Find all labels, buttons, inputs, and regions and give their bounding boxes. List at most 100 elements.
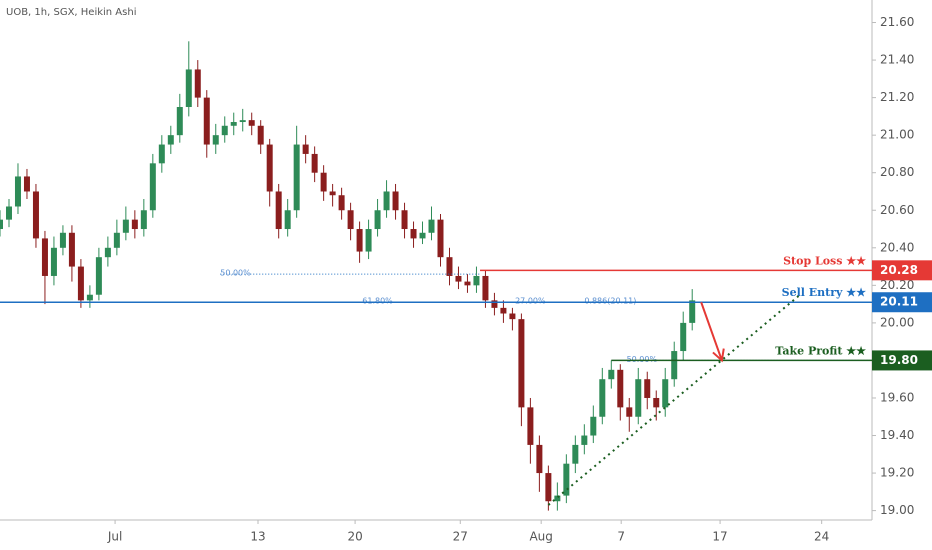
candle-body	[131, 219, 138, 230]
fib-label: 61.80%	[362, 297, 393, 306]
candle-body	[428, 219, 435, 233]
candle-body	[293, 144, 300, 211]
y-tick-label: 21.20	[880, 90, 914, 104]
y-tick-label: 20.20	[880, 278, 914, 292]
x-tick-label: Jul	[107, 530, 122, 544]
candle-body	[149, 163, 156, 211]
candle-body	[500, 307, 507, 314]
candle-body	[473, 275, 480, 286]
price-tag-label: 20.11	[880, 295, 918, 309]
candle-body	[518, 319, 525, 408]
level-name: Take Profit ★★	[775, 344, 866, 357]
candle-body	[365, 229, 372, 252]
candle-body	[356, 229, 363, 252]
y-tick-label: 20.60	[880, 203, 914, 217]
candle-body	[176, 107, 183, 136]
candle-body	[104, 247, 111, 258]
trendline	[547, 293, 801, 506]
candle-body	[437, 219, 444, 258]
price-tag-label: 19.80	[880, 353, 918, 367]
arrow-shaft	[700, 301, 723, 361]
candle-body	[392, 191, 399, 211]
fib-label: 50.00%	[220, 269, 251, 278]
candle-body	[617, 369, 624, 408]
x-tick-label: 20	[347, 530, 362, 544]
candle-body	[689, 300, 696, 323]
candle-body	[644, 379, 651, 398]
candle-body	[509, 313, 516, 320]
candle-body	[446, 257, 453, 276]
candle-body	[311, 153, 318, 173]
candle-body	[0, 219, 3, 230]
candle-body	[320, 172, 327, 192]
candle-body	[410, 229, 417, 239]
y-tick-label: 19.00	[880, 503, 914, 517]
candle-body	[563, 463, 570, 496]
candle-body	[5, 206, 12, 220]
candle-body	[329, 191, 336, 196]
candle-body	[185, 69, 192, 108]
candle-body	[167, 135, 174, 145]
candle-body	[212, 135, 219, 145]
x-tick-label: Aug	[529, 530, 552, 544]
candle-body	[338, 195, 345, 211]
fib-label: 0.886(20.11)	[584, 297, 636, 306]
candle-body	[113, 232, 120, 248]
candle-body	[599, 379, 606, 417]
x-tick-label: 13	[250, 530, 265, 544]
y-tick-label: 20.40	[880, 240, 914, 254]
level-name: Sell Entry ★★	[782, 286, 866, 299]
chart-title: UOB, 1h, SGX, Heikin Ashi	[6, 7, 136, 18]
candle-body	[671, 351, 678, 380]
candle-body	[383, 191, 390, 211]
x-tick-label: 27	[453, 530, 468, 544]
y-tick-label: 19.20	[880, 466, 914, 480]
candle-body	[662, 379, 669, 408]
candle-body	[257, 125, 264, 145]
y-tick-label: 21.60	[880, 15, 914, 29]
candle-body	[590, 416, 597, 436]
y-tick-label: 21.00	[880, 128, 914, 142]
candle-body	[419, 232, 426, 239]
candle-body	[626, 407, 633, 417]
candle-body	[248, 120, 255, 126]
fib-label: 27.00%	[515, 297, 546, 306]
y-tick-label: 20.80	[880, 165, 914, 179]
candle-body	[635, 379, 642, 417]
candle-body	[50, 247, 57, 276]
candle-body	[158, 144, 165, 164]
candle-body	[536, 444, 543, 474]
candle-body	[59, 232, 66, 248]
y-tick-label: 19.60	[880, 390, 914, 404]
candle-body	[545, 473, 552, 502]
candle-body	[266, 144, 273, 192]
candle-body	[194, 69, 201, 98]
candle-body	[401, 210, 408, 230]
x-tick-label: 17	[712, 530, 727, 544]
y-tick-label: 19.40	[880, 428, 914, 442]
candle-body	[41, 238, 48, 276]
candle-body	[275, 191, 282, 230]
level-name: Stop Loss ★★	[783, 254, 866, 267]
x-tick-label: 7	[617, 530, 625, 544]
candle-body	[374, 210, 381, 230]
candle-body	[491, 300, 498, 308]
candle-body	[86, 294, 93, 301]
price-tag	[872, 292, 932, 313]
candle-body	[32, 191, 39, 239]
price-tag	[872, 350, 932, 371]
candle-body	[68, 232, 75, 267]
candle-body	[284, 210, 291, 230]
candle-body	[527, 407, 534, 445]
candle-body	[581, 435, 588, 445]
candle-body	[653, 397, 660, 408]
candle-body	[680, 322, 687, 352]
candle-body	[77, 266, 84, 301]
candle-body	[122, 219, 129, 233]
y-tick-label: 20.00	[880, 315, 914, 329]
candle-body	[347, 210, 354, 230]
candle-body	[23, 176, 30, 192]
candle-body	[464, 281, 471, 286]
candle-body	[572, 444, 579, 464]
